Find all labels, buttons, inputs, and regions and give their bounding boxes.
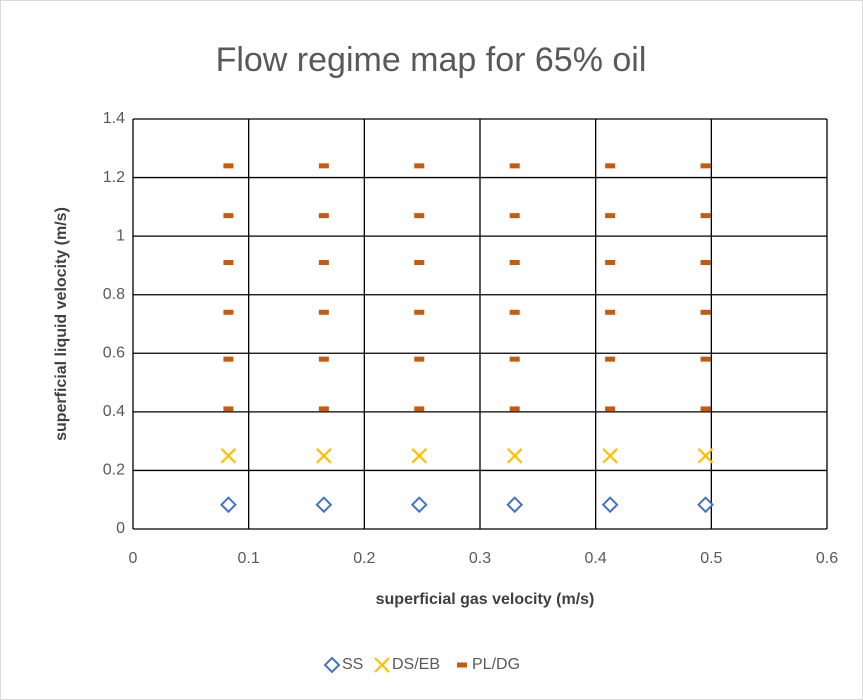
data-point [601,496,619,514]
data-point [410,496,428,514]
data-point [414,163,425,169]
data-point [414,213,425,219]
y-tick-label: 1.2 [103,169,125,186]
x-tick-label: 0.4 [585,550,607,567]
data-point [318,163,329,169]
data-point [220,496,237,514]
data-point [223,163,234,169]
data-point [223,309,234,315]
data-point [509,309,520,315]
data-point [318,213,329,219]
data-point [700,309,711,315]
data-point [700,163,711,169]
data-point [509,213,520,219]
x-tick-label: 0.3 [469,550,491,567]
data-point [414,406,425,412]
y-tick-label: 0.8 [103,286,125,303]
data-point [605,260,616,265]
x-axis-title: superficial gas velocity (m/s) [376,591,595,608]
data-point [223,260,234,265]
x-tick-label: 0.5 [700,550,722,567]
y-tick-label: 0.6 [103,345,125,362]
data-point [223,356,234,362]
data-point [605,356,616,362]
y-tick-label: 1 [116,227,125,244]
data-point [411,448,428,464]
y-tick-label: 0 [116,520,125,537]
legend-marker [457,662,467,668]
data-point [223,213,234,219]
y-tick-label: 0.2 [103,462,125,479]
data-point [509,356,520,362]
chart-title: Flow regime map for 65% oil [216,41,647,79]
y-tick-label: 1.4 [103,110,125,127]
data-point [697,448,714,464]
data-point [414,356,425,362]
data-point [509,406,520,412]
data-point [318,356,329,362]
y-tick-label: 0.4 [103,403,125,420]
data-point [506,448,523,464]
data-point [605,309,616,315]
x-tick-label: 0.2 [353,550,375,567]
data-point [697,496,714,514]
data-point [316,448,332,464]
data-point [318,260,329,265]
legend-label: SS [342,656,363,673]
x-tick-label: 0 [129,550,138,567]
data-point [700,406,711,412]
data-point [223,406,234,412]
legend-label: DS/EB [392,656,440,673]
data-point [318,406,329,412]
y-axis-title: superficial liquid velocity (m/s) [53,207,70,441]
data-point [414,309,425,315]
data-point [506,496,524,514]
data-point [605,213,616,219]
data-point [605,406,616,412]
data-point [318,309,329,315]
data-point [509,260,520,265]
x-tick-label: 0.1 [238,550,260,567]
legend-label: PL/DG [472,656,520,673]
data-point [700,356,711,362]
data-point [602,448,618,464]
legend-marker [374,657,390,673]
data-point [509,163,520,169]
data-point [700,213,711,219]
data-point [700,260,711,265]
legend-marker [323,656,341,674]
x-tick-label: 0.6 [816,550,838,567]
data-point [220,448,237,464]
data-point [414,260,425,265]
data-point [605,163,616,169]
data-point [315,496,333,514]
